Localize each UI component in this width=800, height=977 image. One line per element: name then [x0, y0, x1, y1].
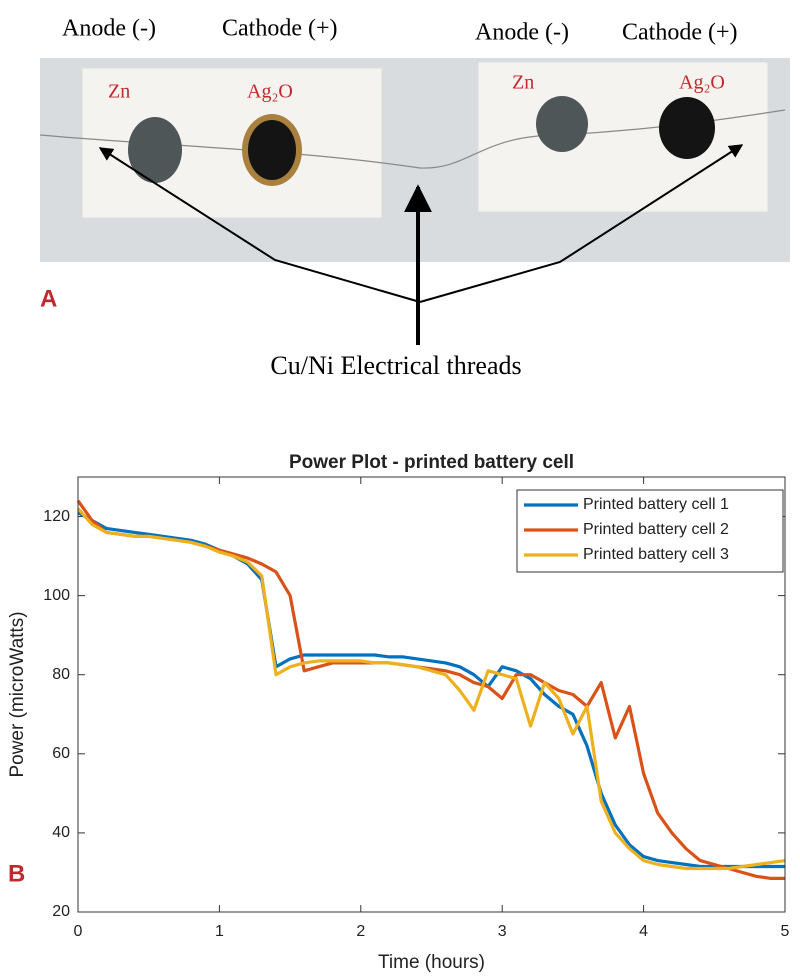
panel-b-chart: Power Plot - printed battery cell Time (h…: [7, 452, 790, 973]
x-tick-label: 4: [639, 923, 648, 940]
panel-a: Anode (-) Cathode (+) Anode (-) Cathode …: [39, 16, 790, 380]
panel-tag: B: [8, 860, 25, 887]
electrode-label: Anode (-): [62, 16, 156, 42]
material-label: Zn: [512, 72, 534, 94]
y-tick-label: 40: [52, 824, 70, 841]
x-axis-label: Time (hours): [378, 952, 485, 973]
y-axis-label: Power (microWatts): [7, 611, 28, 777]
arrow: [419, 144, 744, 303]
electrode-label: Cathode (+): [222, 16, 338, 42]
x-tick-label: 2: [356, 923, 365, 940]
x-tick-label: 1: [215, 923, 224, 940]
x-tick-label: 3: [498, 923, 507, 940]
ag2o-electrode: [659, 97, 715, 159]
series-line: [76, 507, 786, 871]
ag2o-electrode: [248, 120, 296, 180]
material-label: Ag₂O: [247, 81, 293, 103]
arrow: [98, 147, 421, 303]
material-label: Zn: [108, 81, 130, 103]
x-tick-label: 5: [781, 923, 790, 940]
threads-label: Cu/Ni Electrical threads: [270, 351, 521, 380]
series-line: [77, 511, 785, 869]
chart-title: Power Plot - printed battery cell: [289, 452, 574, 473]
panel-tag: A: [40, 285, 57, 312]
electrode-label: Anode (-): [475, 20, 569, 46]
y-tick-label: 60: [52, 745, 70, 762]
x-tick-label: 0: [74, 923, 83, 940]
axes-box: [77, 476, 786, 913]
electrode-label: Cathode (+): [622, 20, 738, 46]
y-tick-label: 80: [52, 666, 70, 683]
zn-electrode: [536, 96, 588, 152]
legend-label: Printed battery cell 3: [583, 546, 729, 563]
y-tick-label: 120: [43, 508, 70, 525]
legend-label: Printed battery cell 1: [583, 496, 729, 513]
legend-label: Printed battery cell 2: [583, 521, 729, 538]
material-label: Ag₂O: [679, 72, 725, 94]
y-tick-label: 100: [43, 587, 70, 604]
zn-electrode: [128, 117, 182, 183]
y-tick-label: 20: [52, 903, 70, 920]
